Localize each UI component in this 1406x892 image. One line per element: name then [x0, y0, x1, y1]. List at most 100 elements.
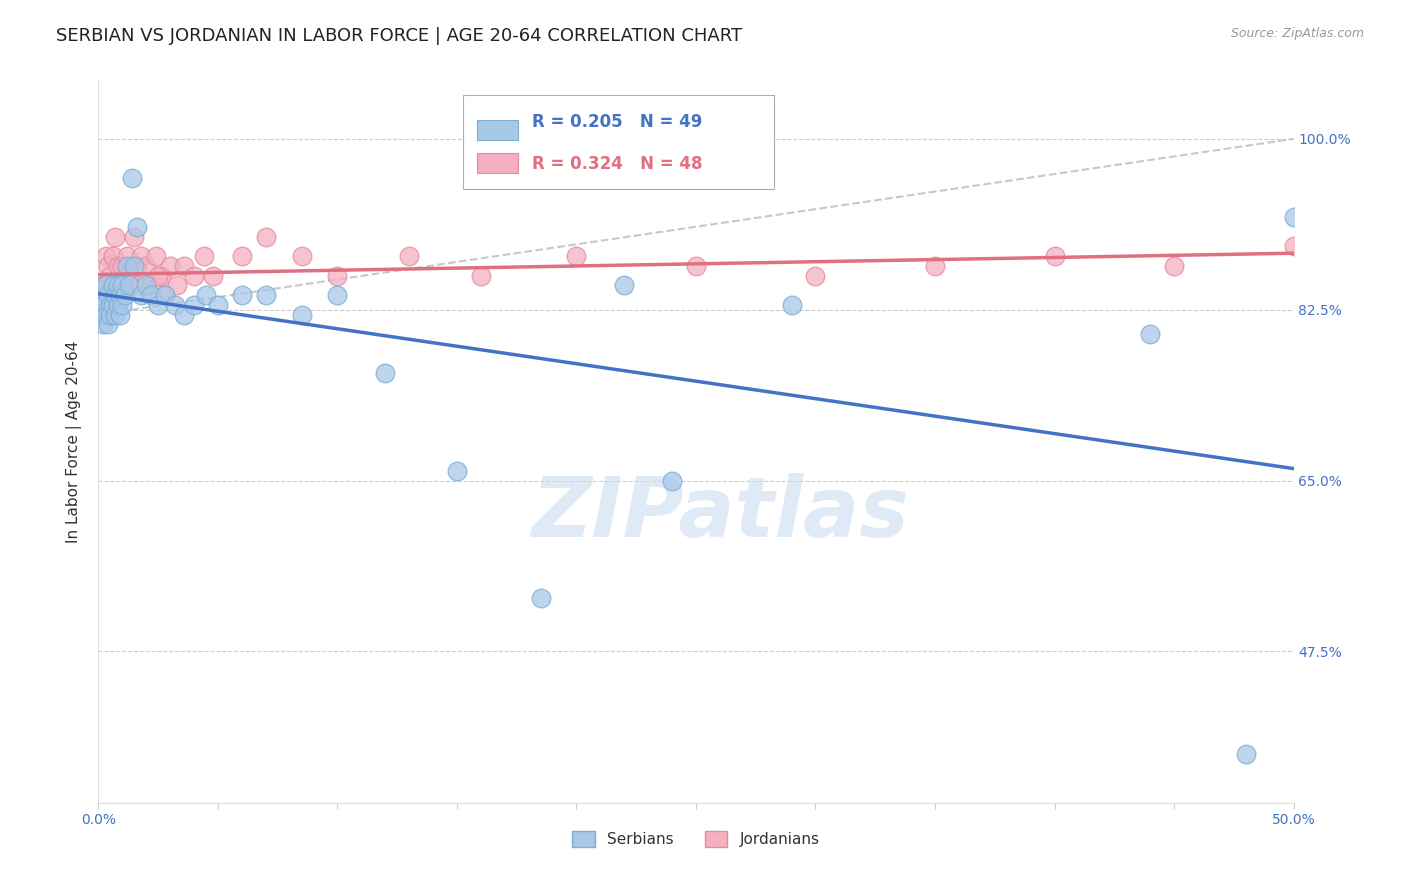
Point	[111, 298, 134, 312]
Point	[101, 298, 124, 312]
Point	[446, 464, 468, 478]
Point	[121, 170, 143, 185]
Point	[125, 219, 148, 234]
FancyBboxPatch shape	[477, 120, 519, 140]
Point	[195, 288, 218, 302]
Point	[135, 259, 157, 273]
Point	[91, 318, 114, 332]
Point	[101, 249, 124, 263]
FancyBboxPatch shape	[477, 153, 519, 173]
Text: Source: ZipAtlas.com: Source: ZipAtlas.com	[1230, 27, 1364, 40]
Point	[97, 259, 120, 273]
Point	[91, 298, 114, 312]
Text: R = 0.205   N = 49: R = 0.205 N = 49	[533, 113, 703, 131]
Point	[202, 268, 225, 283]
Point	[104, 288, 127, 302]
Point	[90, 308, 112, 322]
Point	[1282, 239, 1305, 253]
Point	[114, 278, 136, 293]
Point	[173, 308, 195, 322]
Point	[326, 288, 349, 302]
Text: SERBIAN VS JORDANIAN IN LABOR FORCE | AGE 20-64 CORRELATION CHART: SERBIAN VS JORDANIAN IN LABOR FORCE | AG…	[56, 27, 742, 45]
Point	[97, 318, 120, 332]
Point	[173, 259, 195, 273]
Point	[111, 259, 134, 273]
Text: ZIPatlas: ZIPatlas	[531, 474, 908, 554]
Point	[145, 249, 167, 263]
Point	[804, 268, 827, 283]
Point	[101, 278, 124, 293]
Point	[90, 298, 112, 312]
Point	[91, 278, 114, 293]
Point	[108, 288, 131, 302]
Text: R = 0.324   N = 48: R = 0.324 N = 48	[533, 154, 703, 172]
Point	[254, 288, 277, 302]
Legend: Serbians, Jordanians: Serbians, Jordanians	[567, 825, 825, 853]
Point	[183, 298, 205, 312]
Point	[90, 288, 112, 302]
Point	[291, 308, 314, 322]
Point	[613, 278, 636, 293]
Point	[148, 298, 170, 312]
Point	[135, 278, 157, 293]
Point	[374, 366, 396, 380]
Point	[97, 288, 120, 302]
Point	[98, 298, 122, 312]
Point	[91, 298, 114, 312]
Point	[111, 278, 134, 293]
Point	[107, 278, 129, 293]
Point	[128, 278, 150, 293]
Point	[530, 591, 553, 605]
Point	[94, 308, 117, 322]
Point	[98, 268, 122, 283]
Point	[115, 259, 138, 273]
Point	[94, 278, 117, 293]
Point	[98, 298, 122, 312]
Point	[780, 298, 803, 312]
Point	[107, 259, 129, 273]
Point	[104, 229, 127, 244]
Point	[108, 288, 131, 302]
Point	[155, 288, 177, 302]
Point	[163, 298, 186, 312]
Point	[125, 259, 148, 273]
Point	[183, 268, 205, 283]
Point	[114, 288, 136, 302]
Point	[108, 308, 131, 322]
Point	[94, 249, 117, 263]
Point	[193, 249, 215, 263]
Point	[1282, 210, 1305, 224]
Point	[207, 298, 229, 312]
Point	[131, 249, 153, 263]
Point	[254, 229, 277, 244]
Point	[98, 308, 122, 322]
Point	[1139, 327, 1161, 342]
Point	[1043, 249, 1066, 263]
Point	[124, 229, 146, 244]
Point	[115, 249, 138, 263]
Point	[131, 288, 153, 302]
Point	[90, 308, 112, 322]
Point	[155, 288, 177, 302]
Point	[291, 249, 314, 263]
Point	[231, 288, 253, 302]
Point	[398, 249, 420, 263]
Y-axis label: In Labor Force | Age 20-64: In Labor Force | Age 20-64	[66, 341, 83, 542]
Point	[139, 278, 162, 293]
Point	[1163, 259, 1185, 273]
Point	[97, 288, 120, 302]
Point	[924, 259, 946, 273]
FancyBboxPatch shape	[463, 95, 773, 189]
Point	[104, 308, 127, 322]
Point	[159, 259, 181, 273]
Point	[149, 268, 172, 283]
Point	[118, 268, 141, 283]
Point	[139, 288, 162, 302]
Point	[166, 278, 188, 293]
Point	[1234, 747, 1257, 761]
Point	[231, 249, 253, 263]
Point	[326, 268, 349, 283]
Point	[148, 268, 170, 283]
Point	[661, 474, 683, 488]
Point	[685, 259, 707, 273]
